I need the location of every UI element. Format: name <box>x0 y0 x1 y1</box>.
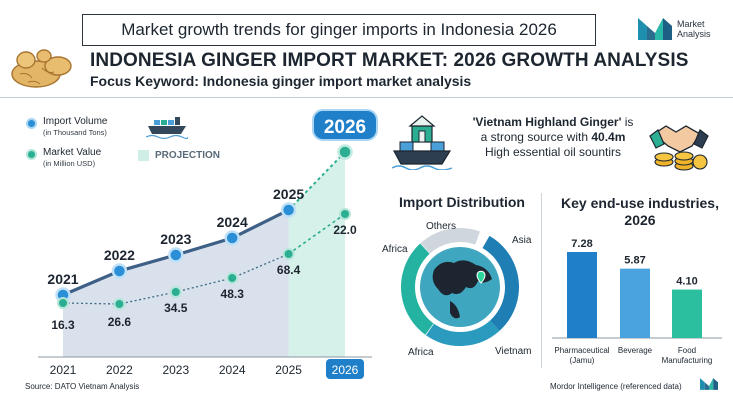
bar-value-label-1: 5.87 <box>624 255 645 267</box>
subtitle-banner: Market growth trends for ginger imports … <box>82 14 596 46</box>
container-ship-icon <box>392 115 452 170</box>
brand-logo: Market Analysis <box>638 18 711 40</box>
vietnam-line3: High essential oil sountirs <box>484 145 622 159</box>
x-tick-label-2021: 2021 <box>50 363 77 377</box>
brand-line-1: Market <box>677 19 705 29</box>
distribution-title: Import Distribution <box>399 194 525 210</box>
header-divider <box>0 97 733 98</box>
volume-point-2025 <box>280 202 297 218</box>
volume-label-2025: 2025 <box>273 186 304 202</box>
legend-volume-unit: (in Thousand Tons) <box>43 128 107 137</box>
value-label-2026: 22.0 <box>333 223 357 237</box>
bar-category-label-0: Pharmaceutical <box>554 346 609 355</box>
credit-note: Mordor Intelligence (referenced data) <box>550 382 682 391</box>
donut-label-africa-left: Africa <box>382 244 408 255</box>
volume-label-2022: 2022 <box>104 247 135 263</box>
x-tick-label-2022: 2022 <box>106 363 133 377</box>
value-point-2022 <box>113 298 126 310</box>
bar-value-label-0: 7.28 <box>571 238 592 250</box>
value-point-2026 <box>339 208 351 220</box>
section-divider <box>541 193 542 368</box>
volume-projection-line <box>287 151 346 211</box>
import-distribution-donut: Asia Vietnam Africa Africa Others <box>382 221 532 358</box>
subtitle-banner-text: Market growth trends for ginger imports … <box>121 20 557 39</box>
donut-label-africa-bottom: Africa <box>408 347 434 358</box>
value-point-2021 <box>57 297 69 309</box>
legend-import-volume: Import Volume (in Thousand Tons) <box>26 116 107 137</box>
x-tick-label-2026: 2026 <box>332 363 359 377</box>
cargo-ship-icon <box>146 117 188 140</box>
brand-line-2: Analysis <box>677 29 711 39</box>
source-note: Source: DATO Vietnam Analysis <box>25 382 140 391</box>
projection-label: PROJECTION <box>155 150 221 161</box>
bar-category-label-1: Beverage <box>618 346 653 355</box>
volume-point-2026 <box>337 144 353 160</box>
bar-1 <box>620 268 650 338</box>
value-label-2023: 34.5 <box>164 301 188 315</box>
legend-value-marker <box>26 149 37 160</box>
projection-year-badge <box>312 109 378 141</box>
brand-name: Market Analysis <box>677 19 711 39</box>
map-pin-icon <box>476 270 486 284</box>
projection-area <box>288 152 345 357</box>
growth-line-chart: 2021 2022 2023 2024 2025 2026 16.3 26.6 34.5 48.3… <box>38 109 378 379</box>
volume-label-2024: 2024 <box>217 214 248 230</box>
projection-swatch <box>138 150 149 161</box>
donut-label-asia: Asia <box>512 235 532 246</box>
value-label-2024: 48.3 <box>221 287 245 301</box>
bar-0 <box>567 252 597 338</box>
industries-title: Key end-use industries, 2026 <box>561 195 719 228</box>
volume-label-2026: 2026 <box>324 117 366 138</box>
value-label-2021: 16.3 <box>51 318 75 332</box>
vietnam-line2: a strong source with <box>480 130 592 144</box>
x-tick-label-2024: 2024 <box>219 363 246 377</box>
handshake-coins-icon <box>649 125 709 171</box>
legend-value-unit: (in Million USD) <box>43 159 96 168</box>
bar-2 <box>672 289 702 338</box>
legend-volume-label: Import Volume <box>43 116 108 127</box>
vietnam-amount: 40.4m <box>591 130 626 144</box>
vietnam-source-name: 'Vietnam Highland Ginger' <box>472 115 622 129</box>
bar-category-label-2: Food <box>678 346 696 355</box>
donut-slice-asia <box>401 228 519 346</box>
focus-keyword: Focus Keyword: Indonesia ginger import m… <box>90 73 472 89</box>
brand-mark-icon <box>638 18 672 40</box>
value-label-2022: 26.6 <box>108 315 132 329</box>
value-point-2025 <box>282 248 295 260</box>
volume-label-2021: 2021 <box>47 271 78 287</box>
globe-landmass <box>432 260 492 296</box>
value-label-2025: 68.4 <box>277 263 301 277</box>
vietnam-highlight: 'Vietnam Highland Ginger' is a strong so… <box>458 115 648 160</box>
ginger-root-icon <box>11 49 72 88</box>
page-title: INDONESIA GINGER IMPORT MARKET: 2026 GRO… <box>90 50 689 71</box>
bar-value-label-2: 4.10 <box>676 276 697 288</box>
vietnam-line1-suffix: is <box>621 115 634 129</box>
legend-market-value: Market Value (in Million USD) <box>26 147 101 168</box>
donut-label-vietnam: Vietnam <box>495 346 532 357</box>
brand-mark-small-icon <box>700 378 718 390</box>
volume-label-2023: 2023 <box>160 231 191 247</box>
value-point-2023 <box>169 286 182 298</box>
bar-category-label-0-line2: (Jamu) <box>570 356 595 365</box>
x-tick-highlight <box>326 359 364 379</box>
bar-category-label-2-line2: Manufacturing <box>662 356 713 365</box>
projection-legend: PROJECTION <box>138 150 220 161</box>
end-use-bar-chart: 7.28 5.87 4.10 Pharmaceutical(Jamu) Beverage… <box>552 238 722 365</box>
volume-area <box>63 210 289 357</box>
x-tick-label-2023: 2023 <box>162 363 189 377</box>
volume-point-2022 <box>111 263 128 279</box>
legend-volume-marker <box>26 118 37 129</box>
donut-label-others: Others <box>426 221 456 232</box>
legend-value-label: Market Value <box>43 147 102 158</box>
volume-point-2024 <box>224 230 240 246</box>
volume-point-2023 <box>168 247 184 263</box>
value-point-2024 <box>226 272 239 284</box>
x-tick-label-2025: 2025 <box>275 363 302 377</box>
